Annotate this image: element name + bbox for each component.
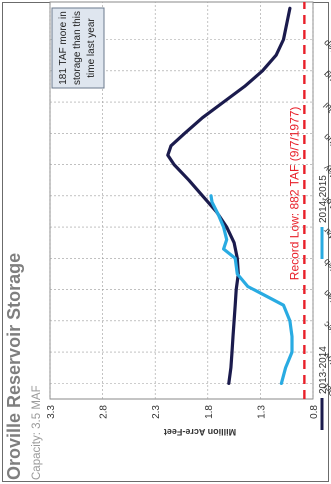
annotation-box xyxy=(51,7,105,89)
x-tick-label: May xyxy=(321,163,331,182)
x-tick-label: Feb xyxy=(321,257,331,275)
y-tick-label: 1.8 xyxy=(204,405,215,419)
series-line-2013-2014 xyxy=(166,6,292,385)
y-tick-labels: 0.8 1.3 1.8 2.3 2.8 3.3 xyxy=(46,405,320,419)
y-tick-label: 3.3 xyxy=(46,405,57,419)
annotation-line-3: time last year xyxy=(86,18,97,78)
x-tick-label: Nov xyxy=(321,350,331,369)
x-tick-label: Mar xyxy=(321,226,331,244)
x-tick-label: Apr xyxy=(321,194,331,211)
y-tick-label: 0.8 xyxy=(309,405,320,419)
series-layer xyxy=(166,6,294,385)
plot-area xyxy=(49,1,314,400)
annotation-line-2: storage than this xyxy=(72,11,83,85)
x-tick-label: Jul xyxy=(321,101,331,116)
y-tick-label: 2.8 xyxy=(99,405,110,419)
chart-title: Oroville Reservoir Storage xyxy=(4,253,24,480)
y-tick-label: 2.3 xyxy=(151,405,162,419)
x-tick-label: Aug xyxy=(321,69,331,87)
chart-subtitle: Capacity: 3.5 MAF xyxy=(31,385,43,480)
y-axis-title: Million Acre-Feet xyxy=(164,427,236,437)
x-tick-label: Sep xyxy=(321,38,331,56)
x-tick-label: Jun xyxy=(321,132,331,149)
y-tick-label: 1.3 xyxy=(256,405,267,419)
legend-label-2013-2014: 2013-2014 xyxy=(318,346,329,394)
x-tick-labels: Oct Nov Dec Jan Feb Mar Apr May Jun Jul Aug Sep xyxy=(321,38,331,399)
annotation-line-1: 181 TAF more in xyxy=(58,11,69,85)
legend: 2013-2014 2014-2015 xyxy=(318,175,329,430)
series-line-2014-2015 xyxy=(209,194,294,385)
x-tick-label: Jan xyxy=(321,288,331,305)
record-low-label: Record Low: 882 TAF (9/7/1977) xyxy=(287,107,301,281)
x-tick-label: Dec xyxy=(321,319,331,338)
legend-label-2014-2015: 2014-2015 xyxy=(318,175,329,223)
x-tick-label: Oct xyxy=(321,382,331,399)
chart-rotated-group: Oroville Reservoir Storage Capacity: 3.5… xyxy=(4,1,331,480)
